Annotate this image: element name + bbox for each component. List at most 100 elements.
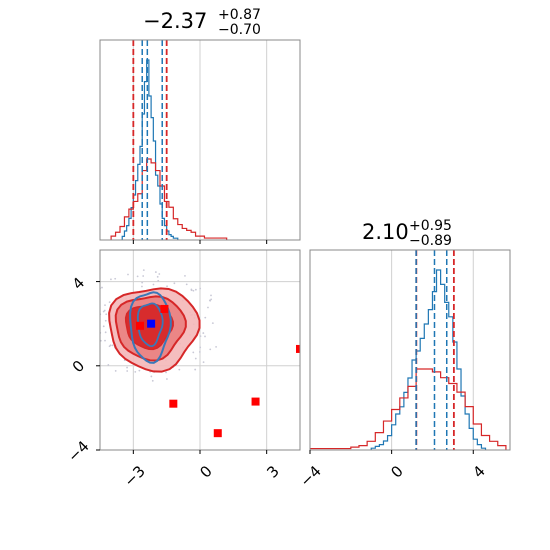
upper-error: +0.87: [218, 7, 261, 23]
sample-point: [108, 301, 111, 304]
sample-point: [90, 305, 92, 307]
sample-point: [85, 338, 87, 340]
sample-point: [165, 371, 167, 374]
sample-point: [194, 288, 197, 291]
x-tick-label: 4: [469, 462, 488, 481]
median-value: 2.10: [362, 220, 409, 244]
sample-point: [114, 277, 117, 280]
sample-point: [199, 287, 202, 290]
top-left-panel-title: −2.37 +0.87 −0.70: [143, 8, 261, 37]
tick-marks: [132, 240, 268, 244]
sample-point: [91, 324, 93, 326]
sample-point: [194, 368, 197, 371]
sample-point: [210, 294, 212, 297]
x-tick-label: −4: [296, 462, 324, 490]
x-tick-label: 3: [263, 462, 282, 481]
panel-top-left-histogram: [99, 39, 301, 244]
sample-point: [142, 269, 145, 271]
y-tick-label: 4: [69, 274, 88, 293]
sample-point: [204, 316, 207, 319]
sample-point: [108, 345, 111, 348]
bl-x-tick-labels: −3 0 3: [120, 462, 282, 490]
sample-point: [192, 351, 195, 354]
tick-marks: [96, 281, 268, 454]
sample-point: [87, 337, 89, 339]
br-x-tick-labels: −4 0 4: [296, 462, 488, 490]
sample-point: [102, 325, 105, 328]
x-tick-label: 0: [387, 462, 406, 481]
sample-point: [134, 370, 137, 373]
sample-point: [81, 313, 83, 315]
lower-error: −0.89: [409, 233, 452, 249]
panel-bottom-right-histogram: [309, 249, 511, 454]
sample-point: [141, 281, 144, 284]
red-square-marker: [213, 429, 222, 438]
blue-square-marker: [147, 319, 156, 328]
sample-point: [194, 357, 197, 360]
sample-point: [157, 279, 160, 282]
red-square-marker: [251, 397, 260, 406]
sample-point: [166, 285, 168, 288]
histogram-series: [110, 158, 228, 240]
sample-point: [103, 309, 106, 312]
sample-point: [158, 273, 161, 275]
sample-point: [126, 366, 128, 369]
bottom-right-panel-title: 2.10 +0.95 −0.89: [362, 219, 452, 248]
y-tick-label: −4: [64, 437, 92, 465]
sample-point: [126, 370, 129, 372]
red-square-marker: [296, 344, 300, 353]
sample-point: [151, 379, 154, 382]
sample-point: [107, 364, 110, 366]
sample-point: [215, 345, 217, 348]
sample-point: [87, 308, 89, 310]
contour-blue-outer: [129, 291, 172, 364]
sample-point: [104, 331, 107, 334]
sample-point: [110, 278, 112, 281]
sample-point: [83, 310, 85, 312]
sample-point: [101, 286, 103, 289]
sample-point: [138, 369, 141, 372]
sample-point: [104, 339, 106, 342]
sample-point: [104, 304, 106, 307]
sample-point: [136, 275, 139, 278]
sample-point: [114, 370, 117, 372]
median-value: −2.37: [143, 9, 208, 33]
sample-point: [111, 344, 114, 347]
sample-point: [154, 271, 157, 273]
sample-point: [166, 378, 168, 380]
sample-point: [97, 322, 99, 324]
sample-point: [184, 275, 186, 277]
sample-point: [199, 346, 202, 349]
panel-bottom-left-contour: [81, 249, 301, 454]
y-tick-label: 0: [69, 357, 88, 376]
x-tick-label: −3: [120, 462, 148, 490]
sample-point: [204, 335, 206, 338]
sample-point: [104, 319, 107, 322]
sample-point: [178, 368, 181, 371]
red-square-marker: [136, 321, 144, 330]
sample-point: [210, 298, 213, 301]
sample-point: [156, 275, 159, 278]
red-square-marker: [160, 304, 169, 313]
sample-point: [127, 273, 129, 276]
histogram-series: [121, 59, 179, 240]
sample-point: [142, 275, 145, 277]
sample-point: [141, 285, 143, 288]
sample-point: [150, 375, 153, 378]
x-tick-label: 0: [196, 462, 215, 481]
tick-marks: [309, 450, 474, 454]
sample-point: [202, 332, 205, 334]
red-square-marker: [169, 399, 178, 408]
histogram-series: [370, 269, 487, 450]
sample-point: [190, 289, 193, 292]
sample-point: [105, 313, 108, 316]
lower-error: −0.70: [218, 22, 261, 38]
sample-point: [92, 310, 94, 312]
sample-point: [198, 351, 201, 353]
sample-point: [173, 282, 176, 285]
sample-point: [152, 283, 155, 286]
sample-point: [86, 310, 88, 312]
sample-point: [199, 335, 202, 338]
upper-error: +0.95: [409, 218, 452, 234]
